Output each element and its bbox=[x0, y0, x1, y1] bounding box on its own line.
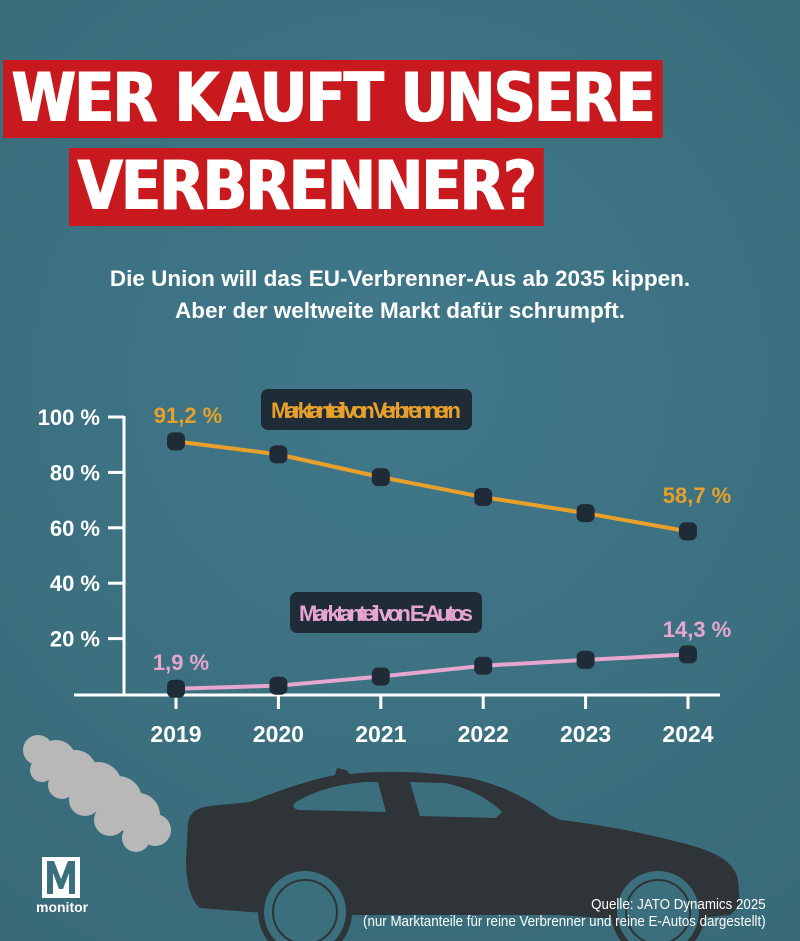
e-autos-last-value-label: 14,3 % bbox=[663, 617, 732, 642]
e-autos-line bbox=[175, 652, 689, 691]
monitor-m-icon bbox=[42, 857, 80, 898]
verbrenner-first-value-label: 91,2 % bbox=[154, 403, 223, 428]
subtitle-line-1: Die Union will das EU-Verbrenner-Aus ab … bbox=[109, 266, 691, 291]
source-note: (nur Marktanteile für reine Verbrenner u… bbox=[363, 914, 766, 930]
y-tick-label: 100 % bbox=[38, 405, 100, 430]
e-autos-data-point bbox=[371, 667, 390, 686]
e-autos-data-point bbox=[269, 676, 288, 695]
y-tick-label: 40 % bbox=[50, 571, 100, 596]
headline-line-2: VERBRENNER? bbox=[69, 148, 544, 226]
x-tick-label: 2019 bbox=[150, 721, 201, 747]
x-tick-label: 2024 bbox=[662, 721, 713, 747]
verbrenner-data-point bbox=[474, 488, 493, 507]
y-tick-label: 80 % bbox=[50, 460, 100, 485]
e-autos-data-point bbox=[167, 679, 185, 698]
x-tick-label: 2023 bbox=[560, 721, 611, 747]
verbrenner-data-point bbox=[576, 504, 595, 523]
monitor-logo: monitor bbox=[36, 857, 88, 915]
y-tick-label: 20 % bbox=[50, 627, 100, 652]
verbrenner-data-point bbox=[167, 432, 185, 451]
monitor-logo-text: monitor bbox=[36, 899, 89, 915]
verbrenner-data-point bbox=[269, 445, 288, 464]
e-autos-first-value-label: 1,9 % bbox=[153, 650, 209, 675]
x-tick-label: 2020 bbox=[253, 721, 304, 747]
verbrenner-last-value-label: 58,7 % bbox=[663, 483, 732, 508]
verbrenner-data-point bbox=[371, 468, 390, 487]
x-tick-label: 2022 bbox=[458, 721, 509, 747]
e-autos-data-point bbox=[576, 650, 595, 669]
verbrenner-data-point bbox=[679, 522, 697, 541]
verbrenner-line bbox=[175, 439, 689, 534]
y-tick-label: 60 % bbox=[50, 516, 100, 541]
e-autos-legend-label: Marktanteil von E-Autos bbox=[299, 601, 473, 626]
car-silhouette-icon bbox=[186, 768, 740, 941]
subtitle-line-2: Aber der weltweite Markt dafür schrumpft… bbox=[174, 298, 626, 323]
verbrenner-legend-label: Marktanteil von Verbrennern bbox=[271, 398, 461, 423]
e-autos-data-point bbox=[474, 656, 493, 675]
e-autos-legend-box bbox=[290, 592, 482, 633]
smoke-cloud-icon bbox=[23, 735, 171, 852]
e-autos-data-point bbox=[679, 645, 697, 664]
source-line: Quelle: JATO Dynamics 2025 bbox=[591, 897, 766, 913]
headline-line-1: WER KAUFT UNSERE bbox=[3, 60, 663, 138]
x-tick-label: 2021 bbox=[355, 721, 406, 747]
verbrenner-legend-box bbox=[261, 389, 472, 430]
